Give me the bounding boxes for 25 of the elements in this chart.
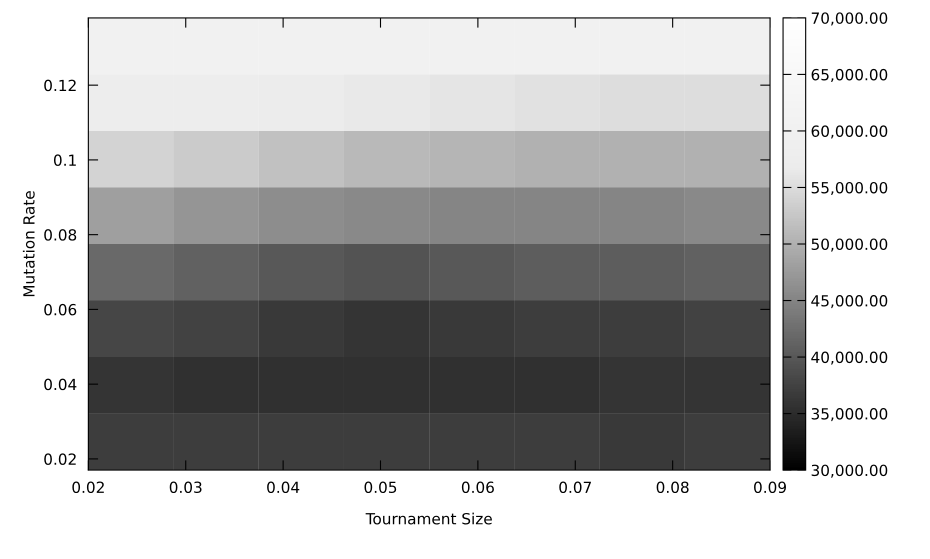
y-tick-label: 0.02 [44,453,76,465]
x-tick-label: 0.03 [170,482,202,494]
x-tick-label: 0.09 [754,482,786,494]
x-tick-label: 0.05 [364,482,396,494]
x-tick-label: 0.04 [267,482,300,494]
y-tick-label: 0.1 [54,154,76,166]
color-bar-label: 55,000.00 [812,182,888,196]
color-bar-label: 45,000.00 [811,295,888,308]
color-bar-label: 65,000.00 [812,68,888,82]
color-bar-label: 50,000.00 [812,238,888,252]
y-tick-label: 0.12 [44,80,76,92]
color-bar-label: 30,000.00 [812,464,888,478]
y-tick-label: 0.04 [44,378,76,390]
color-bar-label: 70,000.00 [812,12,888,26]
x-tick-label: 0.02 [72,482,104,494]
color-bar-label: 60,000.00 [812,125,888,139]
y-tick-label: 0.08 [44,229,76,241]
y-axis-title: Mutation Rate [22,191,35,296]
x-tick-label: 0.08 [656,482,689,494]
x-tick-label: 0.07 [559,482,591,494]
color-bar-label: 40,000.00 [811,352,888,365]
y-tick-label: 0.06 [44,304,76,316]
x-tick-label: 0.06 [462,482,494,494]
x-axis-title: Tournament Size [366,512,492,525]
color-bar-label: 35,000.00 [812,408,888,422]
